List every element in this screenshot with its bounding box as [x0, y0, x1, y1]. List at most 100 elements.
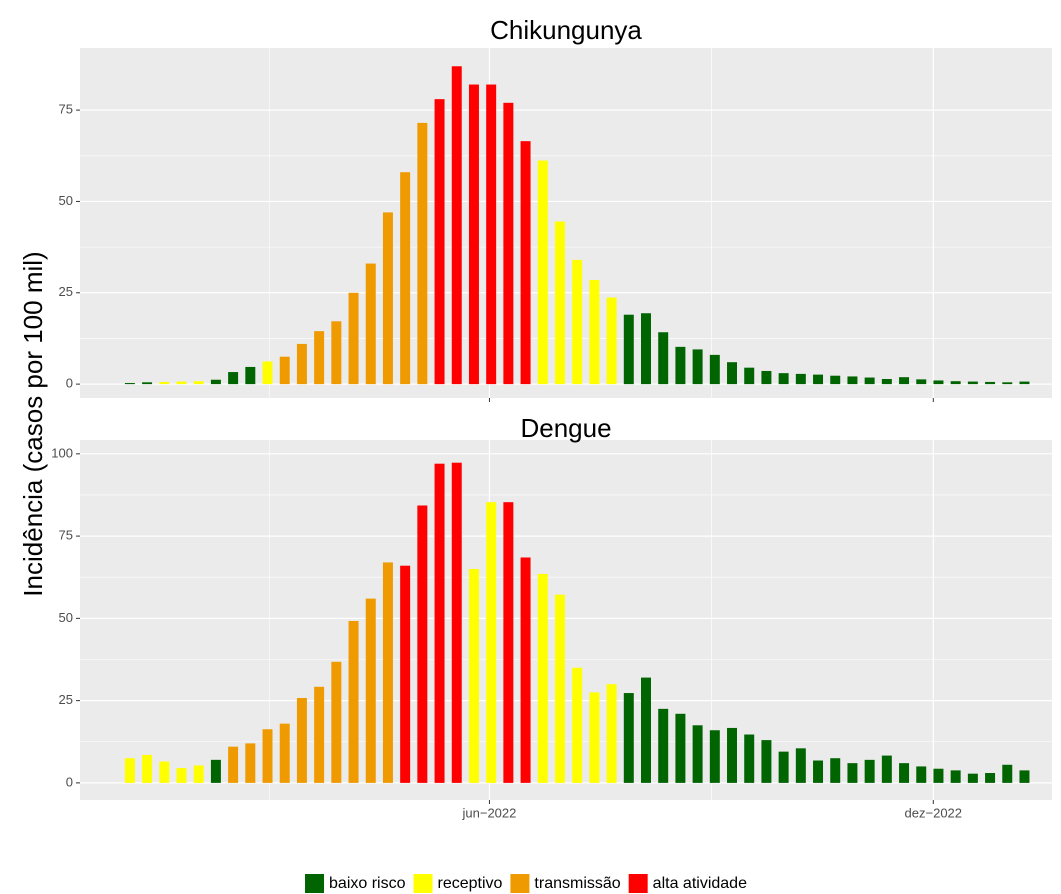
bar [262, 729, 273, 783]
bar [985, 381, 996, 385]
bar [451, 66, 462, 385]
bar [314, 686, 325, 783]
bar [262, 361, 273, 385]
legend-swatch [413, 874, 433, 893]
x-tick-label: jun−2022 [462, 805, 517, 820]
bar [348, 292, 359, 385]
bar [572, 259, 583, 385]
bar [382, 562, 393, 783]
bar [623, 693, 634, 783]
bar [641, 313, 651, 385]
bar [365, 598, 376, 783]
y-tick-label: 100 [51, 445, 73, 460]
bar [709, 730, 720, 783]
bar [503, 102, 514, 385]
bar [142, 754, 153, 783]
bar [554, 594, 565, 783]
bar [468, 84, 479, 385]
bar [331, 321, 342, 385]
bar [641, 677, 651, 783]
bar [124, 758, 135, 783]
bar [314, 331, 325, 385]
bar [159, 761, 170, 783]
bar [709, 354, 720, 385]
bar [142, 382, 153, 385]
bar [245, 743, 256, 783]
bar [520, 557, 531, 783]
bar [589, 692, 600, 783]
bar [692, 725, 703, 783]
bar [296, 343, 307, 385]
bar [847, 763, 858, 783]
y-tick-label: 75 [59, 528, 73, 543]
y-tick-label: 25 [59, 692, 73, 707]
bar [400, 172, 411, 385]
bar [761, 370, 772, 385]
y-tick-label: 50 [59, 193, 73, 208]
bar [778, 751, 789, 783]
bar [606, 684, 617, 783]
bar [795, 748, 806, 783]
panel-background [80, 48, 1052, 398]
bar [486, 502, 497, 783]
bar [537, 573, 548, 783]
bar [228, 372, 239, 385]
bar [554, 221, 565, 385]
bar [1019, 381, 1030, 385]
bar [864, 377, 875, 385]
bar [675, 346, 686, 385]
y-tick-label: 0 [66, 376, 73, 391]
bar [176, 768, 187, 783]
bar [881, 379, 892, 385]
bar [382, 212, 393, 385]
bar [210, 759, 221, 783]
bar [813, 374, 824, 385]
bar [864, 759, 875, 783]
facet-title: Dengue [520, 413, 611, 443]
bar [331, 661, 342, 783]
bar [744, 734, 755, 783]
y-tick-label: 50 [59, 610, 73, 625]
bar [967, 381, 978, 385]
panel-background [80, 440, 1052, 800]
bar [1019, 770, 1030, 783]
facet-title: Chikungunya [490, 15, 642, 45]
bar [124, 383, 135, 385]
bar [537, 160, 548, 385]
bar [486, 84, 497, 385]
bar [933, 768, 944, 783]
bar [623, 314, 634, 385]
bar [658, 708, 669, 783]
bar [400, 565, 411, 783]
bar [589, 279, 600, 385]
bar [279, 723, 290, 783]
bar [1002, 382, 1013, 385]
bar [451, 462, 462, 783]
bar [193, 381, 204, 385]
bar [813, 760, 824, 783]
bar [744, 367, 755, 385]
bar [245, 366, 256, 385]
bar [761, 740, 772, 783]
bar [727, 727, 738, 783]
bar [417, 505, 428, 783]
bar [881, 755, 892, 783]
bar [1002, 764, 1013, 783]
bar [434, 463, 445, 783]
bar [572, 667, 583, 783]
y-tick-label: 25 [59, 284, 73, 299]
bar [899, 377, 910, 385]
bar [950, 381, 961, 385]
bar [916, 766, 927, 783]
bar [434, 99, 445, 385]
legend-label: baixo risco [329, 875, 406, 892]
bar [296, 697, 307, 783]
legend-label: receptivo [438, 875, 503, 892]
bar [348, 620, 359, 783]
legend-swatch [305, 874, 325, 893]
bar [606, 297, 617, 385]
legend-label: transmissão [534, 875, 620, 892]
bar [228, 746, 239, 783]
bar [176, 381, 187, 385]
